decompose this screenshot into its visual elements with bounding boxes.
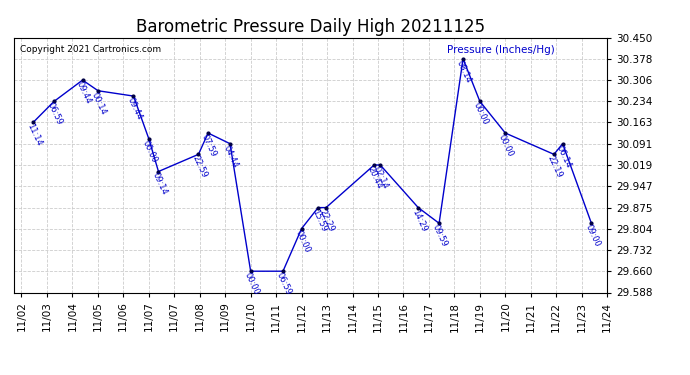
Text: 06:59: 06:59 (46, 101, 64, 127)
Text: 00:00: 00:00 (472, 101, 490, 127)
Text: 22:29: 22:29 (318, 208, 336, 233)
Text: 00:00: 00:00 (242, 271, 261, 297)
Text: 11:14: 11:14 (25, 122, 43, 148)
Text: 07:59: 07:59 (200, 133, 218, 159)
Text: 09:59: 09:59 (431, 223, 449, 249)
Text: 15:59: 15:59 (310, 208, 328, 233)
Text: 06:59: 06:59 (275, 271, 293, 297)
Text: 00:14: 00:14 (90, 91, 108, 116)
Text: 20:44: 20:44 (366, 165, 384, 190)
Text: 09:00: 09:00 (583, 223, 602, 249)
Text: 14:29: 14:29 (410, 208, 428, 233)
Text: 00:00: 00:00 (497, 133, 515, 158)
Text: 02:14: 02:14 (372, 165, 391, 190)
Text: 22:19: 22:19 (546, 154, 564, 180)
Text: 09:14: 09:14 (150, 171, 168, 197)
Title: Barometric Pressure Daily High 20211125: Barometric Pressure Daily High 20211125 (136, 18, 485, 36)
Text: 04:44: 04:44 (222, 144, 240, 169)
Text: 08:14: 08:14 (455, 59, 473, 84)
Text: 00:00: 00:00 (293, 229, 312, 254)
Text: Copyright 2021 Cartronics.com: Copyright 2021 Cartronics.com (20, 45, 161, 54)
Text: 06:14: 06:14 (555, 144, 573, 169)
Text: 09:44: 09:44 (126, 96, 144, 122)
Text: 22:59: 22:59 (190, 154, 208, 180)
Text: 00:00: 00:00 (141, 139, 159, 164)
Text: 09:44: 09:44 (75, 80, 92, 105)
Text: Pressure (Inches/Hg): Pressure (Inches/Hg) (447, 45, 555, 55)
